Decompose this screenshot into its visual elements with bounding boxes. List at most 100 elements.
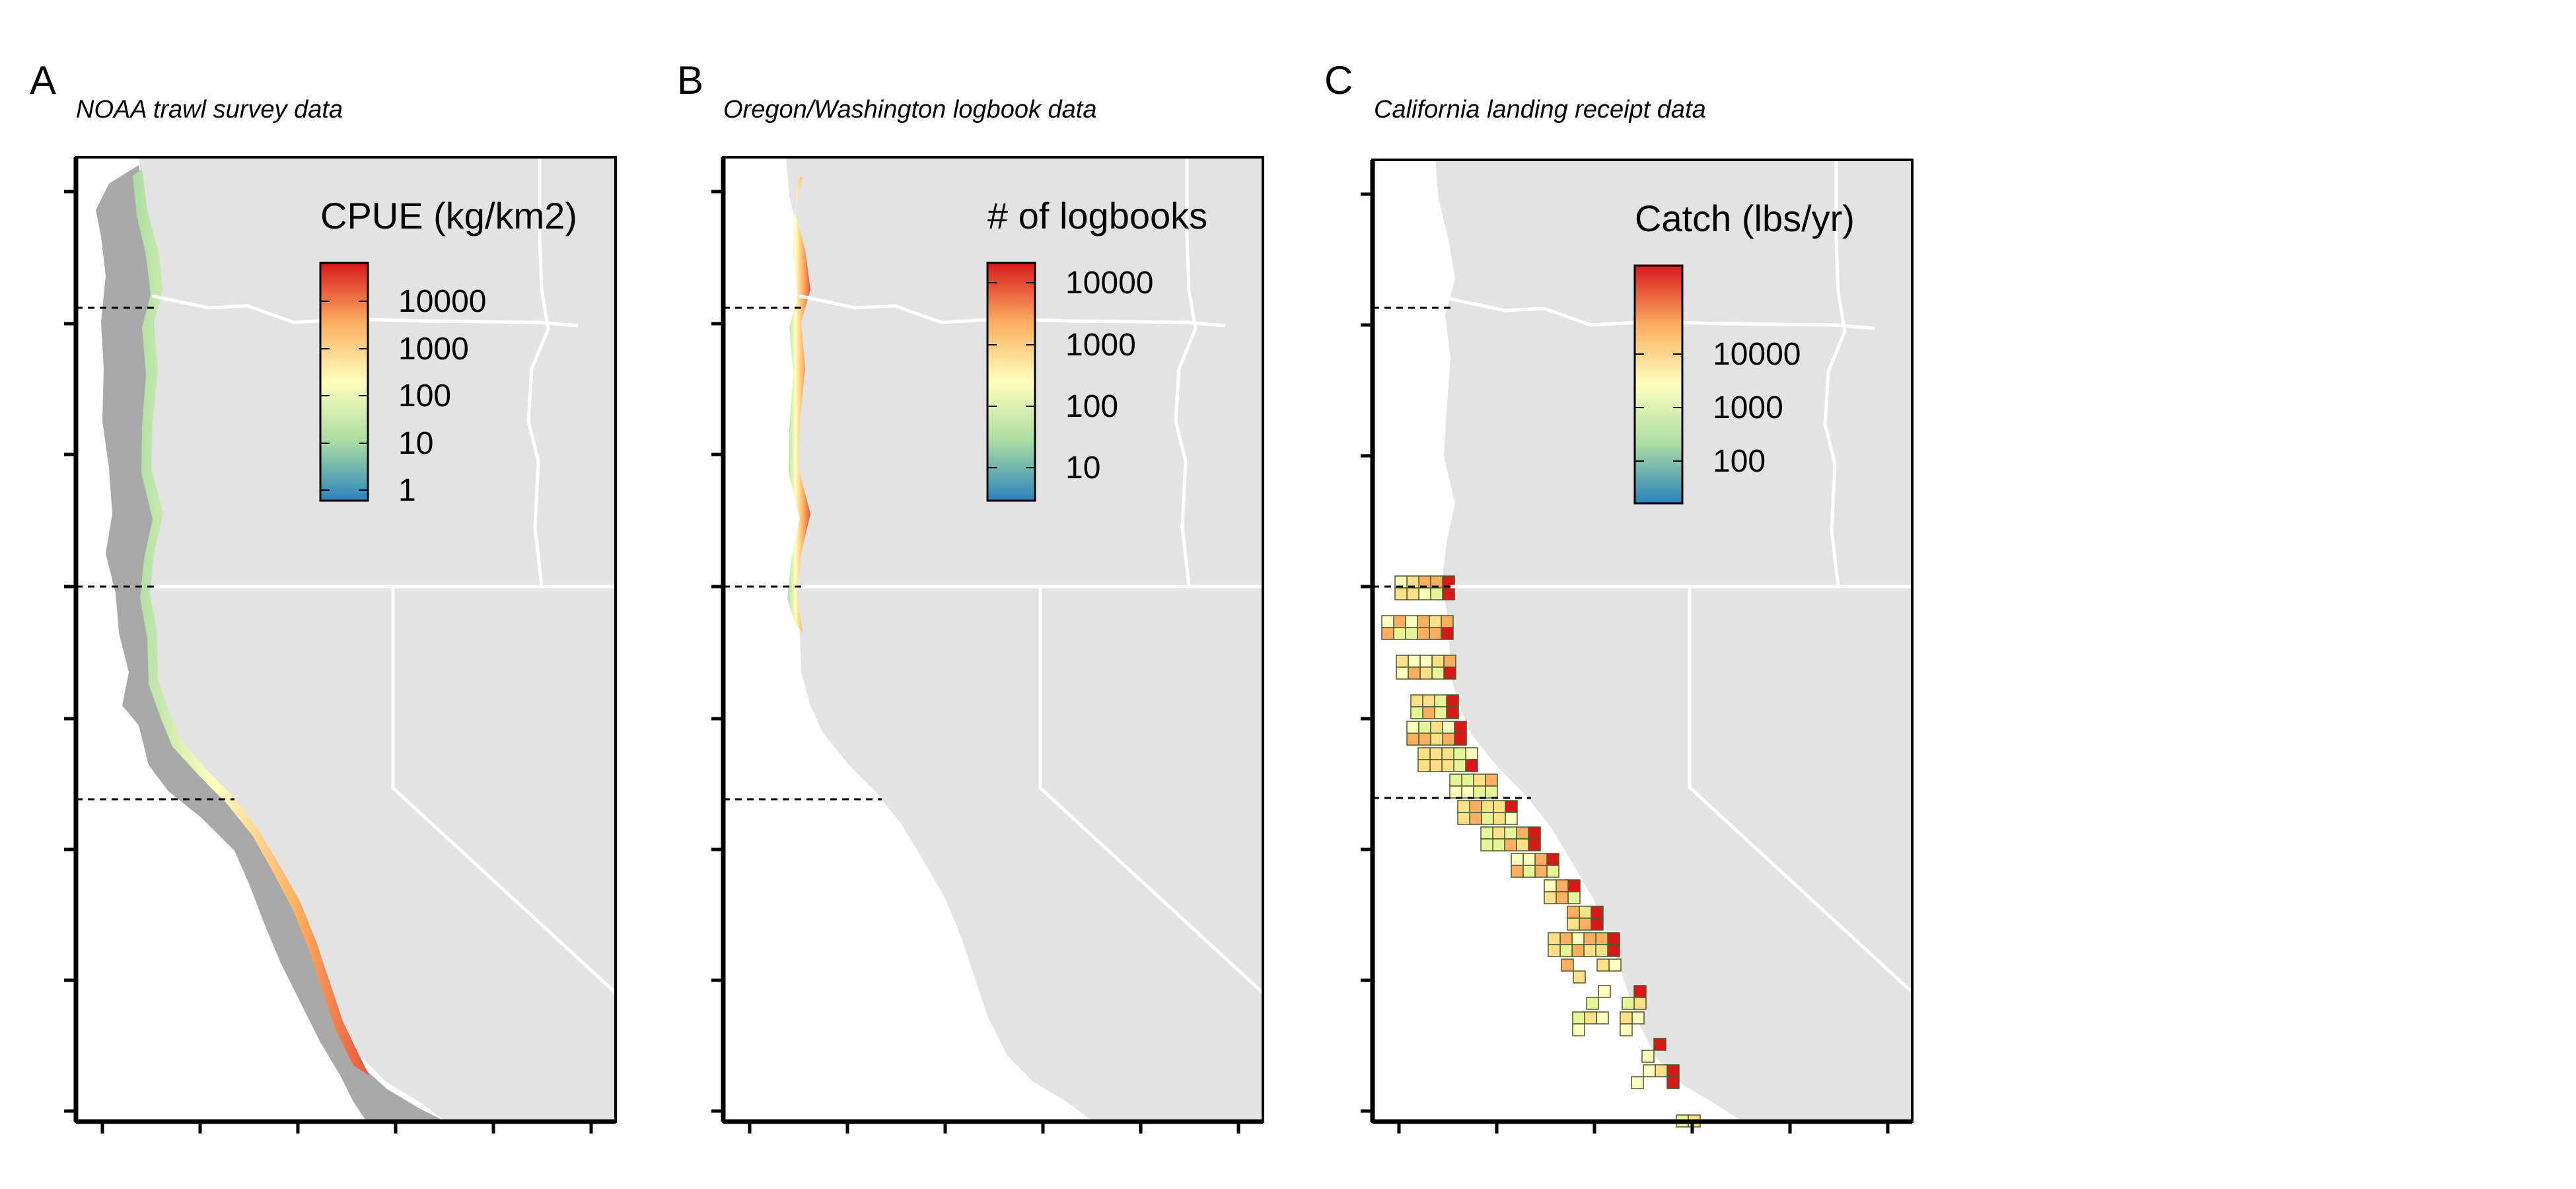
landing-cell bbox=[1406, 721, 1419, 734]
landing-cell bbox=[1469, 800, 1482, 813]
landing-cell bbox=[1441, 747, 1454, 760]
landing-cell bbox=[1620, 1023, 1633, 1036]
legend-tick-label: 1000 bbox=[1713, 390, 1783, 425]
landing-cell bbox=[1595, 932, 1608, 945]
landing-cell bbox=[1465, 759, 1478, 772]
legend-tick-label: 10 bbox=[1065, 450, 1100, 486]
landing-cell bbox=[1528, 826, 1541, 840]
landing-cell bbox=[1559, 944, 1573, 957]
landing-cell bbox=[1579, 918, 1592, 931]
panel-b: B Oregon/Washington logbook data # of lo… bbox=[677, 58, 1264, 1134]
landing-cell bbox=[1567, 879, 1581, 892]
landing-cell bbox=[1443, 655, 1456, 668]
landing-cell bbox=[1528, 838, 1541, 851]
survey-cpue-band bbox=[133, 169, 369, 1075]
landing-cell bbox=[1418, 721, 1431, 734]
landing-cell bbox=[1633, 985, 1647, 998]
state-border-idaho bbox=[526, 157, 550, 587]
state-border-wa-or bbox=[1448, 297, 1875, 330]
landing-cell bbox=[1457, 812, 1470, 825]
ocean bbox=[1373, 160, 1742, 1122]
landing-cell bbox=[1418, 733, 1431, 746]
landing-cell bbox=[1441, 759, 1454, 772]
landing-cell bbox=[1544, 879, 1557, 892]
landing-cell bbox=[1473, 785, 1486, 799]
landing-cell bbox=[1534, 865, 1548, 878]
landing-cell bbox=[1457, 800, 1470, 813]
landing-cell bbox=[1429, 615, 1442, 628]
landing-cell bbox=[1516, 826, 1529, 840]
landing-cell bbox=[1405, 627, 1418, 640]
legend-colorbar bbox=[986, 262, 1036, 502]
axis-ticks bbox=[1361, 192, 1890, 1134]
landing-cell bbox=[1429, 759, 1443, 772]
landing-cell bbox=[1417, 759, 1431, 772]
legend-tick-label: 10000 bbox=[398, 284, 486, 319]
map: Catch (lbs/yr) 10000 1000 100 bbox=[1361, 159, 1914, 1134]
landing-cell bbox=[1453, 747, 1466, 760]
landing-cell bbox=[1548, 932, 1561, 945]
landing-cell bbox=[1572, 1011, 1585, 1025]
legend-tick-label: 1000 bbox=[398, 332, 469, 367]
landing-cell bbox=[1408, 667, 1421, 680]
landing-cell bbox=[1633, 997, 1647, 1010]
landing-cell bbox=[1441, 627, 1454, 640]
landing-cell bbox=[1406, 587, 1419, 600]
state-border-idaho bbox=[1174, 157, 1198, 587]
panel-letter: C bbox=[1324, 58, 1353, 102]
landing-cell bbox=[1480, 838, 1493, 851]
landing-cell bbox=[1631, 1076, 1644, 1089]
state-border-idaho bbox=[1823, 160, 1847, 587]
landing-cell bbox=[1381, 627, 1394, 640]
landing-cell bbox=[1505, 800, 1518, 813]
state-border-nevada bbox=[1688, 587, 1914, 993]
landing-cell bbox=[1504, 826, 1517, 840]
landing-cell bbox=[1461, 785, 1474, 799]
landing-cell bbox=[1394, 587, 1408, 600]
landing-cell bbox=[1571, 944, 1585, 957]
landing-cell bbox=[1493, 812, 1506, 825]
map: CPUE (kg/km2) 10000 1000 100 10 1 bbox=[64, 156, 617, 1134]
landing-cell bbox=[1653, 1038, 1666, 1051]
panel-c: C California landing receipt data Catch … bbox=[1324, 58, 1914, 1134]
state-border-wa-or bbox=[799, 294, 1226, 328]
landing-cell bbox=[1381, 615, 1394, 628]
landing-cell bbox=[1492, 826, 1505, 840]
landing-cell bbox=[1583, 944, 1596, 957]
landing-cell bbox=[1454, 721, 1467, 734]
landing-cell bbox=[1485, 785, 1498, 799]
landing-cell bbox=[1567, 906, 1580, 919]
landing-cell bbox=[1443, 667, 1456, 680]
landing-cell bbox=[1556, 879, 1569, 892]
landing-cell bbox=[1430, 733, 1443, 746]
landing-cell bbox=[1511, 853, 1524, 866]
landing-cell bbox=[1485, 774, 1498, 787]
landing-cell bbox=[1493, 800, 1506, 813]
landing-cell bbox=[1567, 891, 1581, 904]
landing-cell bbox=[1417, 627, 1430, 640]
survey-coverage-gray bbox=[96, 165, 446, 1122]
landing-cell bbox=[1505, 812, 1518, 825]
landing-cell bbox=[1442, 733, 1455, 746]
landing-cell bbox=[1579, 906, 1592, 919]
state-border-nevada bbox=[391, 587, 617, 994]
landing-cell bbox=[1655, 1064, 1668, 1077]
landing-cell bbox=[1481, 812, 1494, 825]
landing-cell bbox=[1572, 1023, 1585, 1036]
legend-title: # of logbooks bbox=[987, 195, 1207, 236]
landing-cell bbox=[1492, 838, 1505, 851]
landing-cell bbox=[1396, 655, 1409, 668]
landing-cell bbox=[1522, 865, 1536, 878]
landing-cell bbox=[1429, 627, 1442, 640]
panel-a: A NOAA trawl survey data CPUE (kg/km2) bbox=[30, 58, 617, 1134]
panel-title: California landing receipt data bbox=[1374, 96, 1706, 124]
legend-colorbar bbox=[319, 262, 369, 502]
legend-tick-label: 10000 bbox=[1065, 266, 1153, 301]
landing-cell bbox=[1396, 667, 1409, 680]
landing-cell bbox=[1631, 1011, 1645, 1025]
landing-cell bbox=[1430, 587, 1443, 600]
landing-grid bbox=[1381, 575, 1701, 1128]
landing-cell bbox=[1571, 932, 1585, 945]
logbook-band bbox=[787, 177, 810, 633]
landing-cell bbox=[1548, 944, 1561, 957]
